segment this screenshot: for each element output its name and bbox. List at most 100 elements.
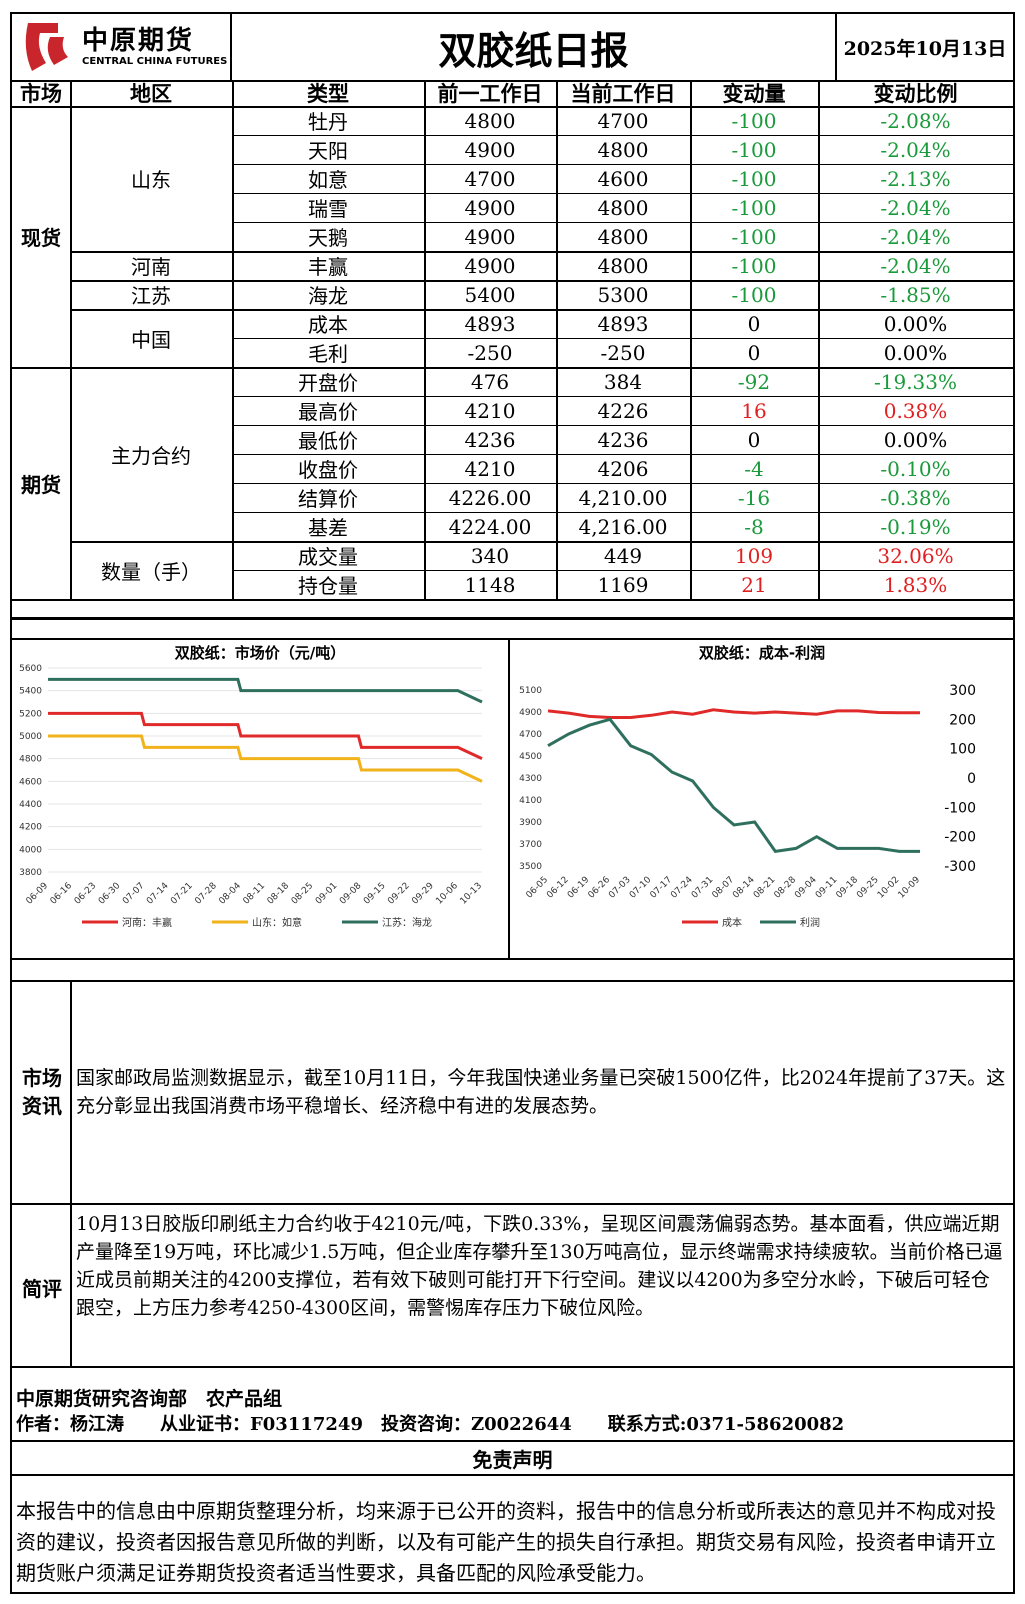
row-prev: 4900 [464,224,516,249]
row-type: 收盘价 [298,458,358,482]
divider [10,599,1015,601]
divider [10,619,1015,620]
row-curr: 1169 [597,572,649,597]
row-prev: 4236 [464,427,516,452]
y-tick-label: 4000 [19,845,42,855]
row-change-pct: -1.85% [880,282,951,307]
x-tick-label: 10-06 [434,881,460,907]
divider [232,570,1013,571]
x-tick-label: 09-29 [410,881,436,907]
x-tick-label: 07-28 [193,881,219,907]
series-line-山东：如意 [48,734,483,783]
info-label: 市场 资讯 [22,1066,62,1118]
row-type: 持仓量 [298,574,358,598]
y-tick-label: 3800 [19,868,42,878]
row-change: 0 [747,340,761,365]
series-line-江苏：海龙 [48,677,483,704]
y-tick-label-left: 3900 [519,818,542,828]
divider [556,80,558,599]
divider [232,483,1013,484]
y-tick-label-left: 5100 [519,686,542,696]
row-prev: 5400 [464,282,516,307]
series-line-河南：丰赢 [48,711,483,761]
row-curr: 4800 [597,224,649,249]
x-tick-label: 06-12 [545,875,571,901]
row-change-pct: -19.33% [873,369,958,394]
x-tick-label: 07-14 [145,881,171,907]
row-change: -100 [731,108,777,133]
logo: 中原期货 CENTRAL CHINA FUTURES [12,14,232,80]
row-change-pct: -2.04% [880,253,951,278]
y-tick-label-right: 100 [949,742,976,758]
column-header: 变动量 [722,81,786,106]
market-futures: 期货 [21,472,61,497]
divider [10,617,1015,619]
row-curr: 449 [603,543,643,568]
y-tick-label-right: -200 [944,830,976,846]
divider [70,251,1015,253]
row-curr: 4893 [597,311,649,336]
row-prev: 4224.00 [448,514,532,539]
row-type: 成本 [308,313,348,337]
legend-label: 河南：丰赢 [122,916,172,929]
column-header: 市场 [20,81,62,106]
x-tick-label: 08-21 [752,875,778,901]
row-change-pct: -0.10% [880,456,951,481]
region-china: 中国 [131,327,171,352]
x-tick-label: 07-03 [607,875,633,901]
row-change: -100 [731,137,777,162]
chart-title: 双胶纸：市场价（元/吨） [175,644,345,662]
footer-author: 作者：杨江涛 从业证书：F03117249 投资咨询：Z0022644 联系方式… [16,1414,845,1435]
x-tick-label: 09-22 [386,881,412,907]
row-change-pct: 0.00% [883,427,948,452]
divider [70,541,1015,543]
divider [70,80,72,599]
region-main: 主力合约 [111,443,191,468]
x-tick-label: 08-11 [242,881,268,907]
row-change: -100 [731,253,777,278]
row-change-pct: 0.00% [883,311,948,336]
divider [232,193,1013,194]
row-curr: 4206 [597,456,649,481]
row-change: 16 [741,398,767,423]
row-prev: 340 [470,543,510,568]
row-change-pct: -2.04% [880,137,951,162]
divider [10,367,1015,369]
row-curr: 5300 [597,282,649,307]
row-change-pct: 32.06% [877,543,954,568]
logo-text-en: CENTRAL CHINA FUTURES [82,56,228,67]
y-tick-label-right: -300 [944,859,976,875]
row-change-pct: -0.38% [880,485,951,510]
x-tick-label: 10-09 [897,875,923,901]
row-curr: 4236 [597,427,649,452]
report-frame [10,12,1015,1594]
y-tick-label: 5600 [19,664,42,674]
divider [424,80,426,599]
row-change: 21 [741,572,767,597]
y-tick-label-left: 4300 [519,774,542,784]
row-prev: 4900 [464,253,516,278]
row-prev: 4226.00 [448,485,532,510]
y-tick-label-left: 4900 [519,708,542,718]
y-tick-label-right: -100 [944,800,976,816]
row-prev: 4210 [464,456,516,481]
row-change: 0 [747,427,761,452]
divider [818,80,820,599]
row-change: 109 [734,543,774,568]
divider [232,164,1013,165]
row-curr: -250 [600,340,646,365]
row-curr: 4800 [597,253,649,278]
row-change-pct: -2.04% [880,224,951,249]
row-type: 天阳 [308,139,348,163]
row-prev: 4900 [464,137,516,162]
row-type: 最高价 [298,400,358,424]
region-shandong: 山东 [131,168,171,192]
legend-label: 成本 [722,916,742,929]
x-tick-label: 07-17 [649,875,675,901]
divider [232,338,1013,339]
row-change: -8 [744,514,764,539]
row-prev: 4210 [464,398,516,423]
x-tick-label: 06-16 [49,881,75,907]
column-header: 地区 [130,81,172,106]
y-tick-label: 5200 [19,709,42,719]
